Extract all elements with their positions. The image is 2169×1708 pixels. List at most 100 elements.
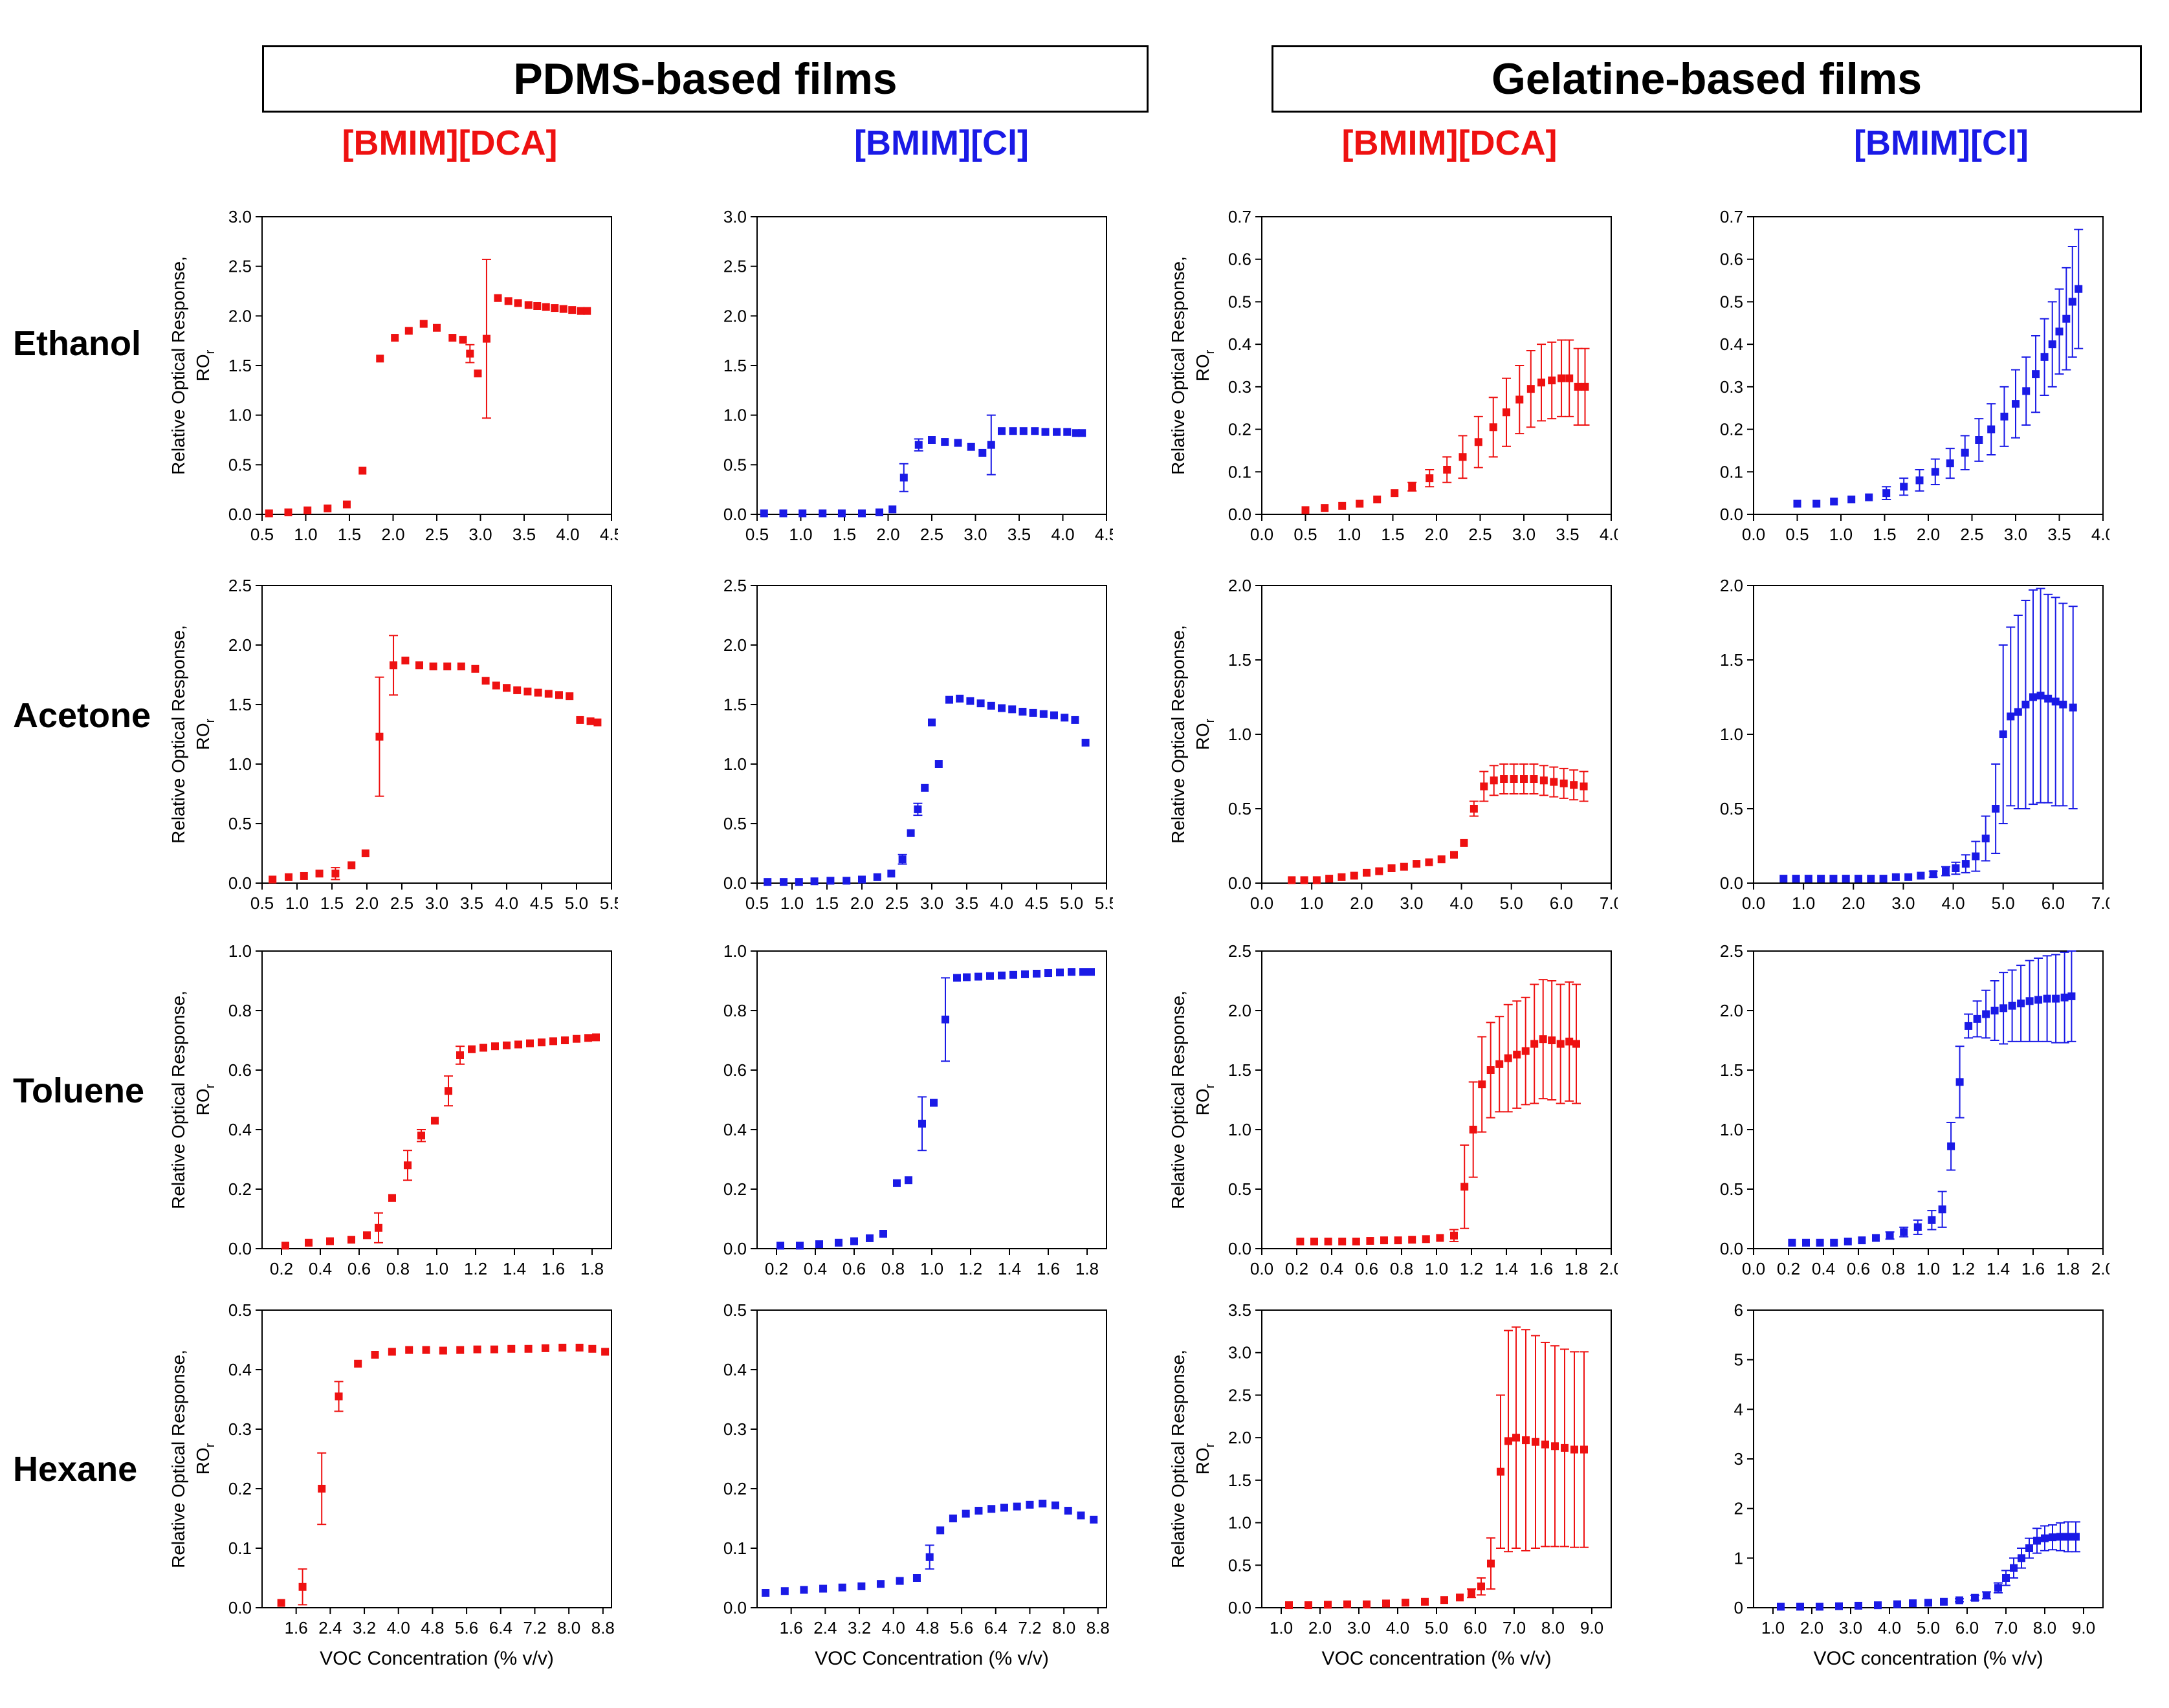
chart-toluene-gelatine-dca: 0.0 0.2 0.4 0.6 0.8 1.0 1.2 1.4 1.6 1.8 2.0 0.0 0.5 1… [1168, 941, 1618, 1278]
x-tick-label: 0.6 [347, 1259, 371, 1278]
y-tick-label: 1.5 [1228, 650, 1251, 670]
data-point [928, 718, 936, 727]
data-point [265, 509, 273, 518]
data-point [542, 303, 550, 311]
data-point [1990, 1007, 1999, 1014]
y-tick-label: 4 [1734, 1399, 1743, 1419]
x-tick-label: 0.6 [842, 1259, 866, 1278]
data-point [887, 870, 896, 878]
data-point [1500, 775, 1508, 783]
y-axis-label-sub: ROr [1193, 349, 1217, 381]
x-tick-label: 1.8 [580, 1259, 604, 1278]
data-point [798, 509, 807, 518]
data-point [1973, 1014, 1981, 1023]
data-point [1520, 775, 1528, 783]
x-tick-label: 3.2 [848, 1618, 871, 1637]
data-point [2000, 412, 2009, 421]
group-header-pdms: PDMS-based films [262, 45, 1149, 113]
data-point [1792, 875, 1800, 883]
row-label-hexane: Hexane [13, 1450, 138, 1489]
data-point [1865, 493, 1873, 501]
y-tick-label: 0.2 [1228, 420, 1251, 439]
data-point [468, 1045, 476, 1053]
data-point [575, 1343, 584, 1352]
data-point [285, 873, 293, 881]
data-point [921, 783, 929, 792]
data-point [1512, 1434, 1520, 1442]
data-point [2002, 1574, 2010, 1582]
y-tick-label: 2.5 [1720, 941, 1743, 961]
data-point [838, 1583, 846, 1592]
data-point [1305, 1601, 1312, 1610]
data-point [1321, 504, 1329, 512]
data-point [1812, 499, 1821, 508]
y-tick-label: 2.5 [1228, 1385, 1251, 1405]
data-point [300, 871, 308, 880]
x-tick-label: 7.0 [2091, 893, 2109, 913]
data-point [1380, 1236, 1388, 1245]
y-tick-label: 0.6 [723, 1060, 747, 1080]
x-tick-label: 6.4 [984, 1618, 1007, 1637]
data-point [544, 690, 553, 698]
plot-frame [756, 1309, 1107, 1608]
data-point [888, 505, 897, 514]
x-tick-label: 1.0 [1270, 1618, 1293, 1637]
data-point [1495, 1060, 1504, 1068]
data-point [584, 1034, 592, 1042]
data-point [1504, 1054, 1512, 1062]
x-tick-label: 2.5 [425, 525, 448, 544]
data-point [1459, 453, 1467, 461]
x-tick-label: 0.4 [1320, 1259, 1343, 1278]
data-point [1855, 1601, 1862, 1610]
data-point [583, 307, 591, 315]
x-tick-label: 5.5 [1095, 893, 1113, 913]
x-tick-label: 4.0 [1051, 525, 1074, 544]
data-point [2049, 1533, 2056, 1542]
data-point [974, 1507, 983, 1515]
data-point [474, 369, 482, 378]
x-tick-label: 1.4 [1987, 1259, 2010, 1278]
y-tick-label: 0.0 [1720, 505, 1743, 524]
data-point [1375, 867, 1383, 875]
y-tick-label: 1.0 [1228, 1513, 1251, 1533]
data-point [1829, 875, 1838, 883]
data-point [966, 697, 974, 705]
y-tick-label: 2.0 [723, 635, 747, 655]
y-tick-label: 1.5 [1720, 1060, 1743, 1080]
plot-frame [261, 950, 612, 1249]
x-tick-label: 0.5 [745, 525, 769, 544]
data-point [1777, 1603, 1785, 1611]
data-point [1947, 1142, 1955, 1150]
data-point [1041, 428, 1050, 436]
data-point [1324, 1601, 1332, 1609]
x-tick-label: 0.4 [1812, 1259, 1835, 1278]
x-tick-label: 1.0 [1338, 525, 1361, 544]
data-point [1551, 1442, 1559, 1451]
data-point [1468, 1589, 1475, 1597]
data-point [893, 1179, 901, 1187]
data-point [1425, 858, 1433, 866]
data-point [491, 1042, 499, 1051]
x-tick-label: 0.0 [1742, 893, 1765, 913]
y-tick-label: 0.0 [723, 505, 747, 524]
data-point [907, 829, 915, 837]
data-point [277, 1599, 285, 1607]
data-point [568, 306, 577, 314]
y-tick-label: 0.0 [1228, 1239, 1251, 1258]
x-tick-label: 5.0 [1917, 1618, 1940, 1637]
data-point [538, 1038, 545, 1047]
data-point [1891, 873, 1900, 881]
data-point [1053, 428, 1061, 436]
data-point [443, 662, 452, 671]
data-point [762, 1589, 770, 1597]
y-tick-label: 0.7 [1720, 207, 1743, 226]
data-point [1867, 875, 1875, 883]
data-point [873, 873, 881, 881]
x-tick-label: 9.0 [1580, 1618, 1603, 1637]
chart-acetone-pdms-cl: 0.51.01.52.02.53.03.54.04.55.05.50.00.51… [723, 576, 1113, 913]
y-axis-label-sub: ROr [193, 718, 217, 750]
y-axis-label: Relative Optical Response, [168, 256, 188, 475]
y-tick-label: 1.5 [723, 356, 747, 375]
data-point [1285, 1601, 1293, 1610]
data-point [1422, 1235, 1430, 1243]
